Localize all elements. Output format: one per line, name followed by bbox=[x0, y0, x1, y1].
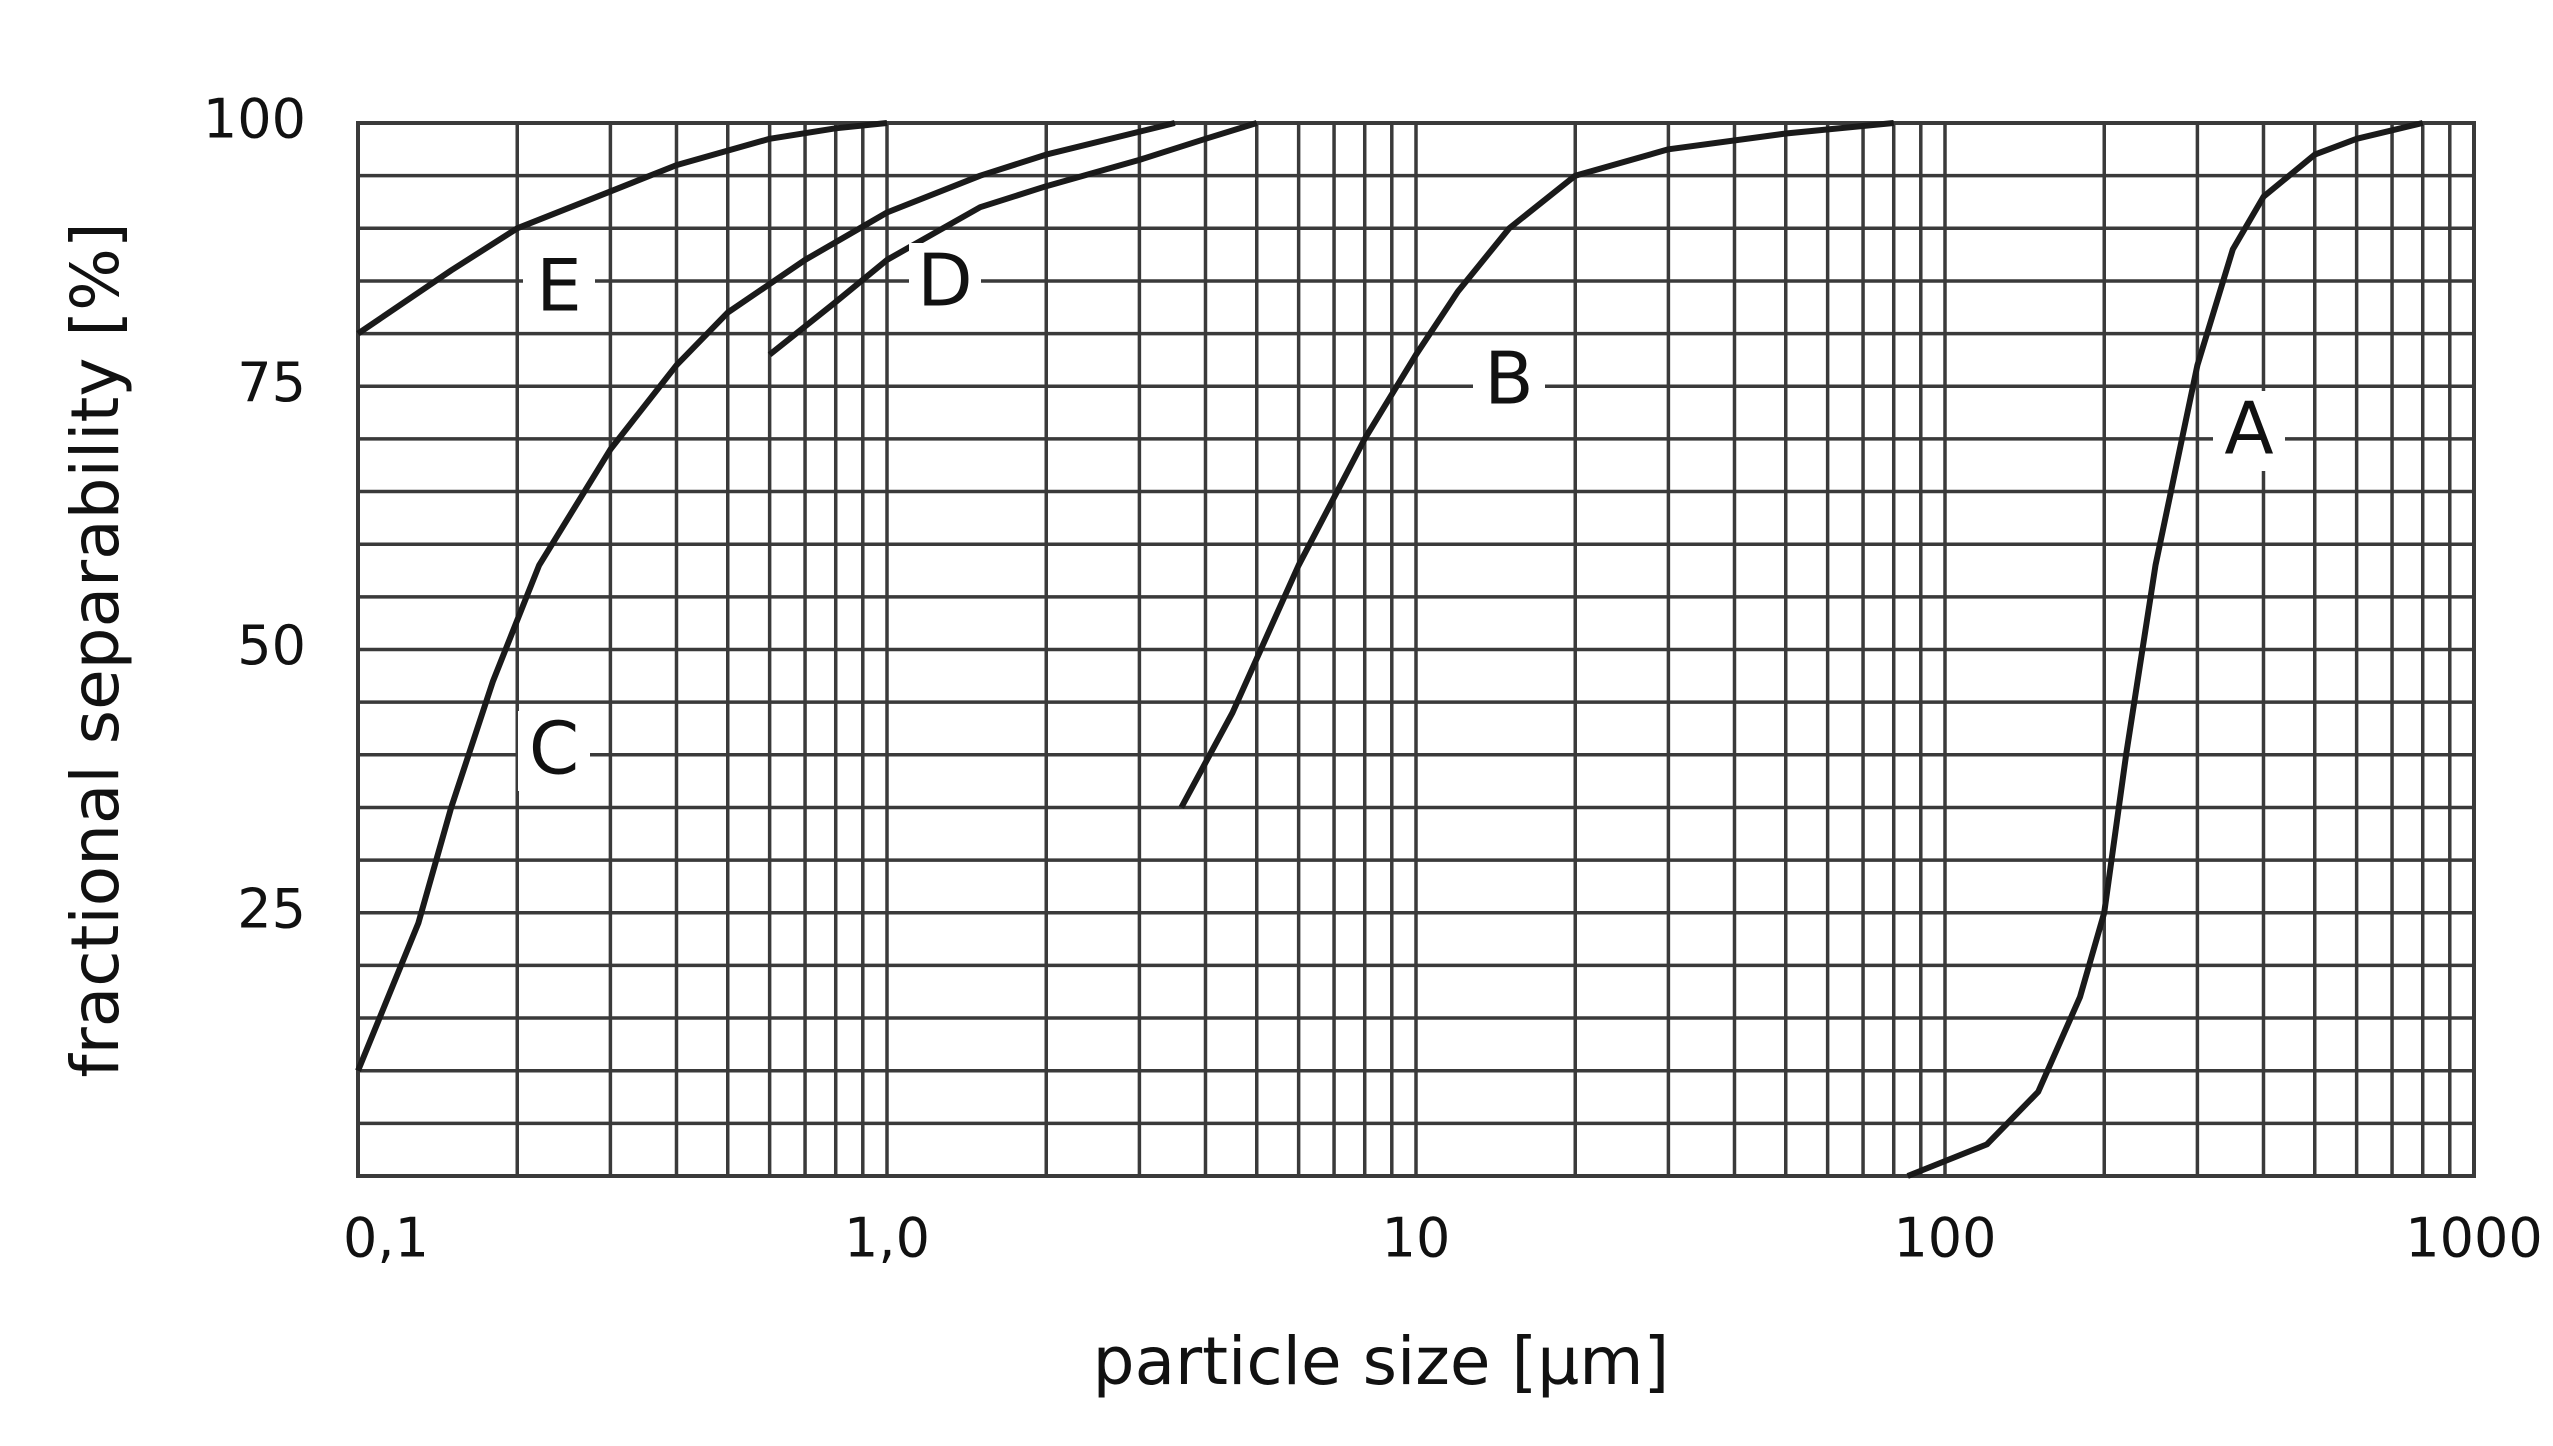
curve-label-bg bbox=[518, 711, 590, 791]
x-tick-label: 1,0 bbox=[844, 1207, 930, 1270]
curve-label: A bbox=[2224, 387, 2273, 471]
curve bbox=[767, 120, 1258, 358]
y-tick-label: 25 bbox=[237, 877, 306, 940]
y-axis-title: fractional separability [%] bbox=[57, 222, 134, 1077]
curve-label-bg bbox=[523, 248, 595, 328]
y-tick-label: 100 bbox=[203, 88, 306, 151]
x-tick-label: 100 bbox=[1893, 1207, 1996, 1270]
y-tick-label: 50 bbox=[237, 614, 306, 677]
curve-label-bg bbox=[909, 243, 981, 323]
curve-label-bg bbox=[1473, 341, 1545, 421]
y-tick-label: 75 bbox=[237, 351, 306, 414]
curve-label-bg bbox=[2213, 391, 2285, 471]
x-axis-title: particle size [µm] bbox=[1093, 1323, 1670, 1400]
x-tick-label: 10 bbox=[1382, 1207, 1451, 1270]
curve-label: C bbox=[529, 707, 579, 791]
x-tick-label: 1000 bbox=[2405, 1207, 2542, 1270]
plot-frame bbox=[356, 121, 2476, 1178]
curve-label: B bbox=[1484, 337, 1533, 421]
x-tick-label: 0,1 bbox=[343, 1207, 429, 1270]
curve-label: E bbox=[536, 244, 582, 328]
curve bbox=[356, 120, 888, 337]
curve bbox=[1906, 120, 2424, 1179]
curve bbox=[355, 120, 1176, 1072]
curve-label: D bbox=[917, 239, 972, 323]
curve bbox=[1178, 120, 1894, 809]
